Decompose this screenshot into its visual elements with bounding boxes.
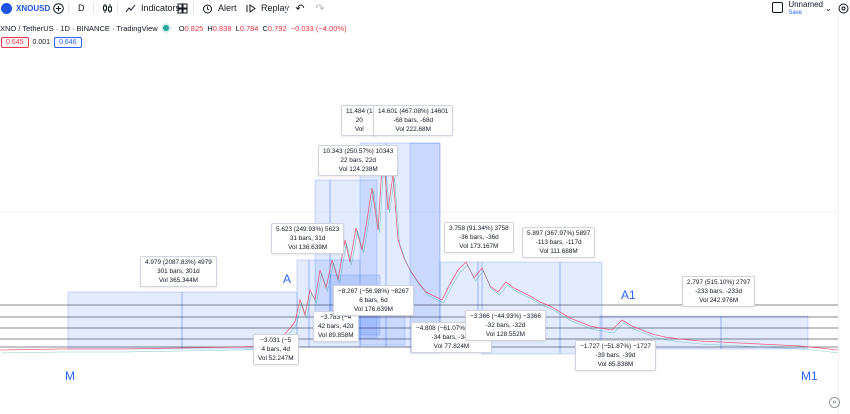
layout-checkbox-icon[interactable] bbox=[772, 2, 783, 13]
measure-label[interactable]: −1.727 (−51.87%) −1727 -39 bars, -39d Vol … bbox=[575, 340, 656, 371]
indicators-label: Indicators bbox=[141, 3, 181, 13]
measure-label[interactable]: 5.623 (249.93%) 5623 31 bars, 31d Vol 136.… bbox=[271, 223, 345, 254]
layout-save-status: Save bbox=[788, 10, 802, 16]
alert-label: Alert bbox=[218, 3, 237, 13]
ohlc-low-value: 0.784 bbox=[239, 23, 259, 33]
ohlc-close-value: 0.792 bbox=[267, 23, 287, 33]
settings-icon[interactable] bbox=[838, 0, 849, 16]
ohlc-open-key: O bbox=[178, 23, 185, 33]
top-toolbar: XNOUSD D Indicators Alert Re bbox=[0, 0, 850, 16]
symbol-legend: XNO / TetherUS · 1D · BINANCE · TradingV… bbox=[0, 21, 347, 35]
scroll-to-latest-icon[interactable]: » bbox=[829, 397, 840, 408]
chart-type-button[interactable] bbox=[100, 0, 114, 16]
layout-name[interactable]: Unnamed Save bbox=[788, 0, 823, 18]
toolbar-divider bbox=[93, 2, 94, 14]
measure-label[interactable]: 2.797 (515.10%) 2797 -233 bars, -233d Vol … bbox=[682, 276, 756, 307]
symbol-search[interactable]: XNOUSD bbox=[1, 0, 50, 16]
interval-label: D bbox=[78, 3, 85, 13]
price-series-alt bbox=[1, 152, 840, 354]
pattern-label-m1[interactable]: M1 bbox=[801, 369, 818, 383]
measure-range bbox=[409, 142, 441, 354]
templates-icon bbox=[175, 1, 189, 15]
pattern-label-a[interactable]: A bbox=[283, 272, 292, 286]
measure-label[interactable]: 14.601 (467.08%) 14601 -68 bars, -68d Vol … bbox=[373, 105, 454, 136]
measure-label[interactable]: 3.758 (91.34%) 3758 -36 bars, -36d Vol 173… bbox=[444, 222, 514, 253]
measure-label[interactable]: 5.897 (367.97%) 5897 -113 bars, -117d Vol … bbox=[522, 227, 596, 258]
undo-icon: ↶ bbox=[295, 2, 305, 15]
measure-label[interactable]: −3.366 (−44.93%) −3366 -32 bars, -32d Vol … bbox=[465, 310, 546, 341]
ohlc-close-key: C bbox=[262, 23, 268, 33]
measure-label[interactable]: 11.484 (1 20 Vol bbox=[341, 105, 378, 136]
alert-icon bbox=[200, 1, 214, 15]
templates-button[interactable] bbox=[175, 0, 189, 16]
add-symbol-icon bbox=[51, 1, 65, 15]
replay-button[interactable]: Replay bbox=[243, 0, 289, 16]
price-scale-edge[interactable] bbox=[838, 16, 850, 414]
buy-price-button[interactable]: 0.646 bbox=[54, 37, 82, 48]
ohlc-low-key: L bbox=[235, 23, 240, 33]
symbol-name: XNOUSD bbox=[16, 3, 51, 13]
add-symbol-button[interactable] bbox=[51, 0, 65, 16]
price-change: −0.033 (−4.00%) bbox=[290, 23, 347, 33]
ohlc-high-value: 0.838 bbox=[212, 23, 232, 33]
candles-icon bbox=[100, 1, 114, 15]
redo-button[interactable]: ↷ bbox=[313, 0, 327, 16]
pattern-label-m[interactable]: M bbox=[65, 369, 75, 383]
ohlc-open-value: 0.825 bbox=[184, 23, 204, 33]
undo-button[interactable]: ↶ bbox=[293, 0, 307, 16]
toolbar-divider bbox=[117, 2, 118, 14]
symbol-logo-icon bbox=[1, 2, 12, 14]
dropdown-icon[interactable]: ⌄ bbox=[825, 3, 832, 13]
indicators-button[interactable]: Indicators bbox=[123, 0, 180, 16]
toolbar-divider bbox=[193, 2, 194, 14]
measure-label[interactable]: 10.343 (250.57%) 10343 22 bars, 22d Vol 12… bbox=[318, 145, 399, 176]
layout-title: Unnamed bbox=[788, 0, 823, 9]
indicators-icon bbox=[123, 1, 137, 15]
toolbar-divider bbox=[286, 2, 287, 14]
replay-label: Replay bbox=[261, 3, 290, 13]
measure-label[interactable]: 4.979 (2087.83%) 4979 301 bars, 301d Vol 3… bbox=[140, 256, 217, 287]
ohlc-high-key: H bbox=[207, 23, 213, 33]
bid-ask-row: 0.645 0.001 0.646 bbox=[1, 37, 82, 48]
sell-price-button[interactable]: 0.645 bbox=[1, 37, 29, 48]
toolbar-divider bbox=[68, 2, 69, 14]
legend-title: XNO / TetherUS · 1D · BINANCE · TradingV… bbox=[0, 23, 158, 33]
replay-icon bbox=[243, 1, 257, 15]
market-status-icon bbox=[162, 25, 169, 31]
measure-label[interactable]: −8.267 (−56.98%) −8267 6 bars, 6d Vol 176.… bbox=[333, 285, 414, 316]
alert-button[interactable]: Alert bbox=[200, 0, 237, 16]
redo-icon: ↷ bbox=[315, 2, 325, 15]
measure-label[interactable]: −3.031 (−5 4 bars, 4d Vol 52.247M bbox=[253, 334, 299, 365]
spread-value: 0.001 bbox=[32, 39, 51, 46]
interval-button[interactable]: D bbox=[78, 0, 85, 16]
pattern-label-a1[interactable]: A1 bbox=[621, 288, 636, 302]
